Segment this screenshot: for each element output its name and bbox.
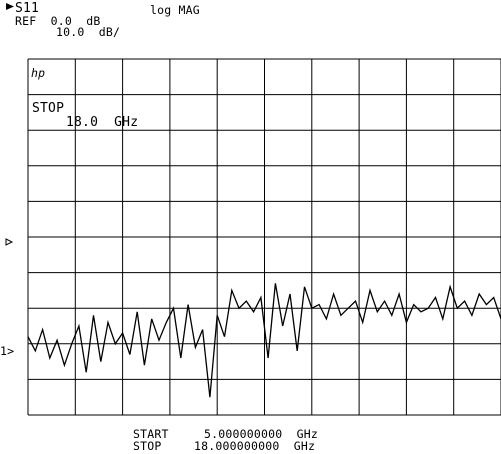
trace-reference-marker: 1> [0,344,15,358]
start-frequency: 5.000000000 GHz [204,427,318,441]
stop-frequency: 18.000000000 GHz [194,439,316,453]
format-label: log MAG [150,3,200,17]
s11-trace [27,283,501,398]
graticule [27,58,501,416]
stop-annotation-label: STOP [32,101,65,116]
parameter-label: S11 [15,1,40,16]
reference-level: REF 0.0 dB [15,14,101,28]
hp-logo: hp [31,66,46,80]
stop-annotation-value: 18.0 GHz [66,115,139,130]
stop-label: STOP [133,439,162,453]
scale-per-division: 10.0 dB/ [56,25,121,39]
active-channel-arrow-icon [6,3,14,10]
ref-position-marker-icon [5,238,14,246]
start-label: START [133,427,169,441]
